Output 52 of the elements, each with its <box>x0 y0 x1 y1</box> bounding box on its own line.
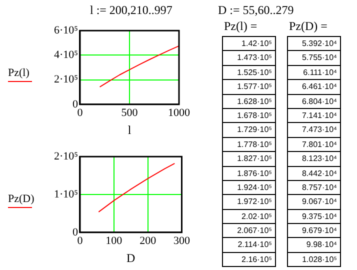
text: 9.98·10⁴ <box>288 237 340 252</box>
text: 2.067·10⁵ <box>223 223 275 238</box>
text: 5.755·10⁴ <box>288 50 340 65</box>
x-tick-label: 100 <box>106 234 123 247</box>
y-tick-label: 2·10⁵ <box>54 74 78 86</box>
text: Pz(l) = <box>224 19 258 34</box>
y-tick-label: 1·10⁵ <box>54 188 78 200</box>
text: 1.827·10⁵ <box>223 151 275 166</box>
text: 1.525·10⁵ <box>223 64 275 80</box>
text: 9.679·10⁴ <box>288 223 340 238</box>
x-tick-label: 1000 <box>168 106 190 119</box>
text: 2.114·10⁵ <box>223 237 275 252</box>
text: 6.804·10⁴ <box>288 94 340 108</box>
text: 1.972·10⁵ <box>223 194 275 209</box>
text: 1.473·10⁵ <box>223 50 275 65</box>
text: 1.42·10⁵ <box>240 38 273 50</box>
text: 8.757·10⁴ <box>288 180 340 194</box>
y-tick-label: 0 <box>72 98 78 110</box>
x-tick-label: 200 <box>140 234 157 247</box>
text: 2.16·10⁵ <box>223 252 275 266</box>
y-tick-label: 0 <box>72 226 78 238</box>
text: 8.442·10⁴ <box>288 166 340 180</box>
text: 6.461·10⁴ <box>288 79 340 94</box>
x-tick-label: 500 <box>121 106 138 119</box>
text: 1.678·10⁵ <box>223 108 275 122</box>
x-tick-label: 300 <box>174 234 190 247</box>
y-tick-label: 2·10⁵ <box>54 150 78 162</box>
text: 1.778·10⁵ <box>223 136 275 152</box>
text: 7.801·10⁴ <box>288 136 340 152</box>
text: 9.375·10⁴ <box>288 208 340 224</box>
text: Pz(l) <box>8 67 30 79</box>
text: Pz(D) = <box>289 19 328 34</box>
text: 1.924·10⁵ <box>223 180 275 194</box>
text: 2.02·10⁵ <box>223 208 275 224</box>
y-tick-label: 4·10⁵ <box>54 49 78 62</box>
text: 9.067·10⁴ <box>288 194 340 209</box>
text: 7.473·10⁴ <box>288 122 340 137</box>
text: 6.111·10⁴ <box>288 64 340 80</box>
text: 1.628·10⁵ <box>223 94 275 108</box>
text: 1.876·10⁵ <box>223 166 275 180</box>
x-axis-title: D <box>126 250 136 265</box>
text: 8.123·10⁴ <box>288 151 340 166</box>
y-tick-label: 6·10⁵ <box>54 24 78 36</box>
text: 5.392·10⁴ <box>300 38 338 50</box>
text: Pz(D) <box>8 193 34 205</box>
text: D := 55,60..279 <box>218 3 294 18</box>
text: 1.729·10⁵ <box>223 122 275 137</box>
chart-title: l := 200,210..997 <box>90 3 172 18</box>
text: 7.141·10⁴ <box>288 108 340 122</box>
x-axis-title: l <box>128 122 132 137</box>
text: 1.028·10⁵ <box>288 252 340 266</box>
text: 1.577·10⁵ <box>223 79 275 94</box>
